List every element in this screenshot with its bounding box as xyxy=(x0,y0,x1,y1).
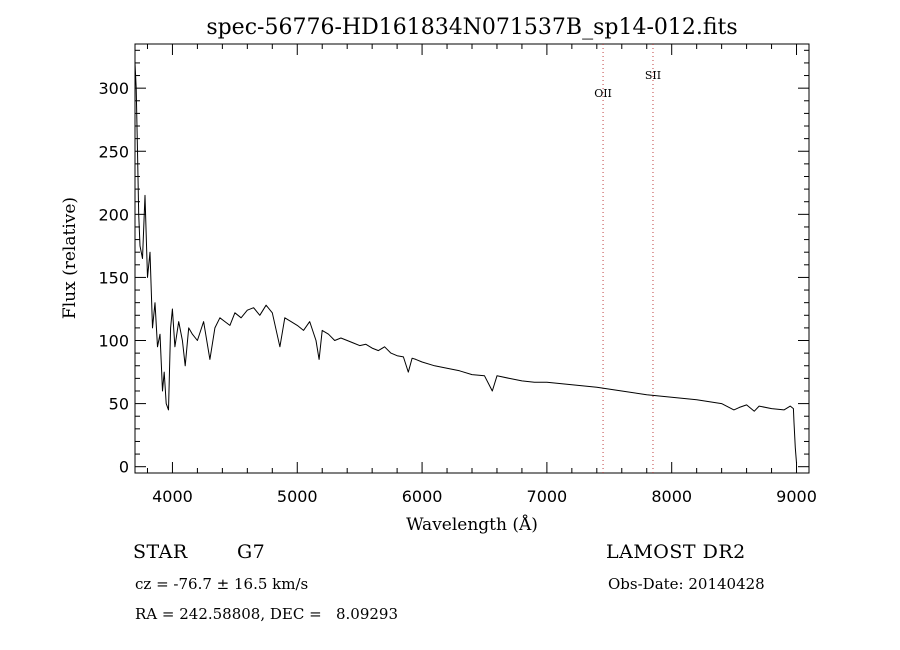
line-marker-label: SII xyxy=(645,69,661,82)
redshift-text: cz = -76.7 ± 16.5 km/s xyxy=(135,575,309,593)
x-tick-label: 8000 xyxy=(651,487,692,506)
x-tick-label: 7000 xyxy=(527,487,568,506)
y-tick-label: 50 xyxy=(109,395,129,414)
y-tick-label: 150 xyxy=(98,268,129,287)
line-markers: OII SII xyxy=(594,44,661,473)
y-tick-label: 250 xyxy=(98,142,129,161)
y-tick-label: 200 xyxy=(98,205,129,224)
y-tick-label: 0 xyxy=(119,458,129,477)
survey-name: LAMOST DR2 xyxy=(606,541,746,563)
plot-frame xyxy=(134,43,810,474)
x-tick-label: 4000 xyxy=(152,487,193,506)
y-axis-label: Flux (relative) xyxy=(60,197,80,319)
spectrum-chart: spec-56776-HD161834N071537B_sp14-012.fit… xyxy=(60,15,817,535)
chart-title: spec-56776-HD161834N071537B_sp14-012.fit… xyxy=(206,15,737,40)
coordinates: RA = 242.58808, DEC = 8.09293 xyxy=(135,605,399,623)
spectrum-series xyxy=(134,62,797,463)
x-tick-label: 5000 xyxy=(277,487,318,506)
x-axis-label: Wavelength (Å) xyxy=(406,514,538,535)
object-class: STAR xyxy=(133,541,188,563)
spectrum-line xyxy=(134,62,797,463)
y-tick-label: 100 xyxy=(98,332,129,351)
x-tick-label: 9000 xyxy=(776,487,817,506)
x-tick-label: 6000 xyxy=(402,487,443,506)
y-tick-label: 300 xyxy=(98,79,129,98)
axes: 4000 5000 6000 7000 8000 9000 0 50 100 150 200 250 3… xyxy=(98,44,817,506)
obs-date: Obs-Date: 20140428 xyxy=(608,575,765,593)
subclass: G7 xyxy=(237,541,266,563)
line-marker-label: OII xyxy=(594,87,612,100)
